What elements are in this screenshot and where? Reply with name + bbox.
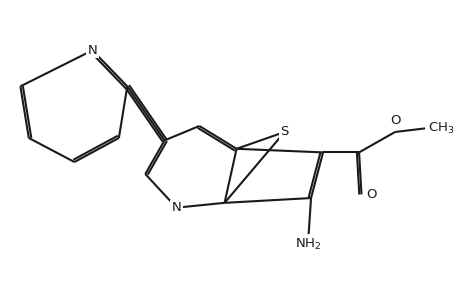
Text: N: N <box>171 201 181 214</box>
Text: O: O <box>389 114 399 127</box>
Text: NH$_2$: NH$_2$ <box>295 237 321 252</box>
Text: O: O <box>366 188 376 201</box>
Text: N: N <box>87 44 97 57</box>
Text: S: S <box>280 125 288 139</box>
Text: CH$_3$: CH$_3$ <box>427 121 454 136</box>
